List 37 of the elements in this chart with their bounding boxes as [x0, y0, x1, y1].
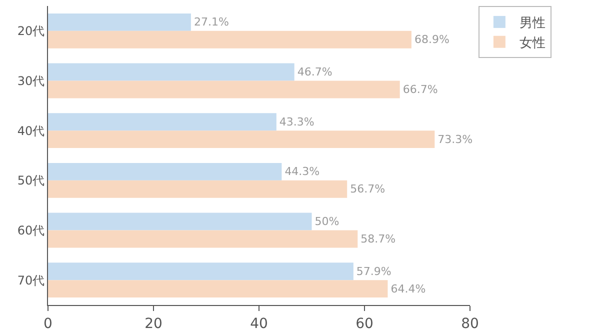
bar	[48, 80, 400, 98]
x-tick-label: 20	[144, 316, 162, 332]
data-label: 64.4%	[390, 282, 426, 296]
x-tick-label: 0	[44, 316, 52, 332]
data-label: 44.3%	[284, 165, 320, 178]
data-label: 68.9%	[414, 33, 450, 46]
y-tick-label: 30代	[17, 74, 45, 88]
y-tick-label: 60代	[17, 223, 45, 238]
data-label: 57.9%	[356, 264, 392, 278]
y-tick-label: 70代	[17, 273, 45, 288]
bar	[48, 230, 358, 248]
bar	[48, 280, 388, 298]
bar	[48, 113, 276, 131]
bar	[48, 13, 191, 31]
data-label: 46.7%	[297, 66, 332, 79]
x-tick-label: 60	[356, 316, 374, 332]
bar	[48, 63, 294, 81]
y-tick-label: 50代	[17, 174, 45, 188]
bar	[48, 212, 312, 230]
y-tick-label: 40代	[17, 124, 45, 138]
legend-label: 女性	[519, 36, 546, 51]
x-tick-label: 80	[461, 316, 479, 332]
data-label: 56.7%	[350, 182, 386, 196]
bar	[48, 130, 435, 148]
y-tick-label: 20代	[17, 24, 45, 38]
bar	[48, 30, 412, 48]
data-label: 73.3%	[438, 132, 473, 146]
legend-label: 男性	[519, 16, 546, 32]
bar	[48, 162, 282, 180]
data-label: 43.3%	[279, 115, 314, 128]
bar	[48, 262, 354, 280]
data-label: 66.7%	[402, 82, 438, 96]
x-tick-label: 40	[250, 316, 268, 332]
bar	[48, 180, 348, 198]
data-label: 50%	[314, 215, 340, 228]
data-label: 58.7%	[360, 232, 396, 246]
data-label: 27.1%	[194, 16, 229, 29]
